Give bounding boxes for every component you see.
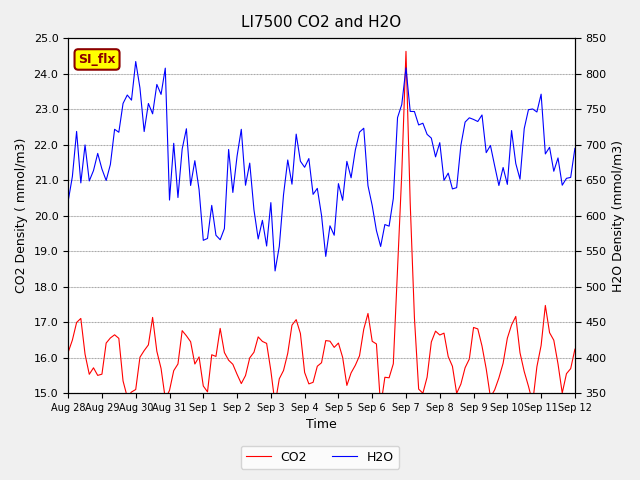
Y-axis label: CO2 Density ( mmol/m3): CO2 Density ( mmol/m3) — [15, 138, 28, 293]
Line: CO2: CO2 — [68, 51, 575, 407]
Y-axis label: H2O Density (mmol/m3): H2O Density (mmol/m3) — [612, 140, 625, 292]
Text: SI_flx: SI_flx — [78, 53, 116, 66]
Line: H2O: H2O — [68, 61, 575, 271]
Title: LI7500 CO2 and H2O: LI7500 CO2 and H2O — [241, 15, 402, 30]
Legend: CO2, H2O: CO2, H2O — [241, 446, 399, 469]
X-axis label: Time: Time — [306, 419, 337, 432]
